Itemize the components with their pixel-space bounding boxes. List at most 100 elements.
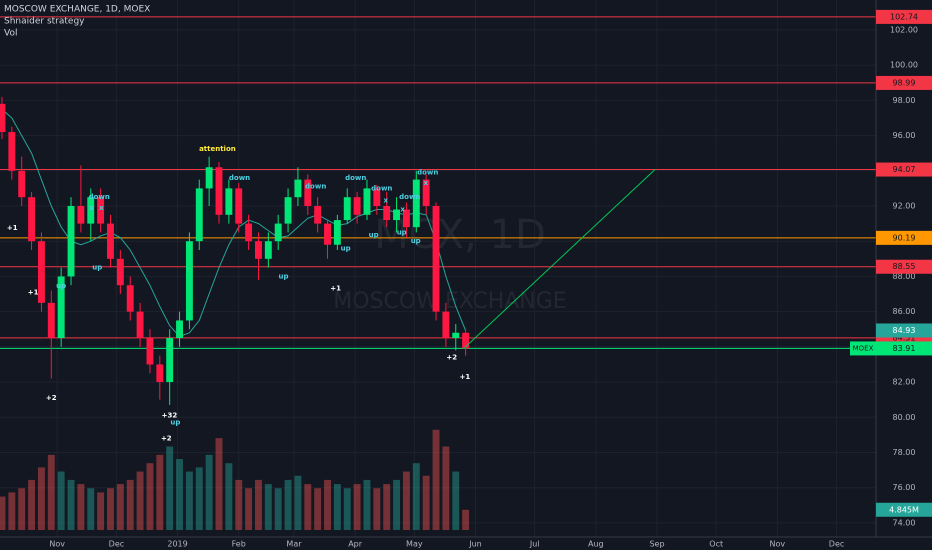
x-tick-label: Oct (709, 540, 723, 549)
volume-label: 4.845M (889, 505, 919, 514)
volume-bar (324, 479, 331, 530)
annotation: up (341, 244, 351, 252)
level-label: 102.74 (890, 12, 918, 21)
level-label-box (876, 230, 932, 245)
y-tick-label: 78.00 (893, 448, 916, 457)
y-tick-label: 88.00 (893, 272, 916, 281)
level-label: 98.99 (893, 78, 916, 87)
y-tick-label: 82.00 (893, 378, 916, 387)
level-label: 84.51 (893, 333, 916, 342)
candle-body (235, 188, 243, 224)
volume-bar (225, 463, 233, 530)
volume-bar (245, 488, 253, 530)
volume-bar (37, 467, 45, 530)
annotation: up (92, 264, 102, 272)
y-tick-label: 102.00 (890, 25, 918, 34)
y-tick-label: 98.00 (893, 96, 916, 105)
candle-body (146, 338, 154, 365)
volume-bar (284, 479, 292, 530)
annotation: +32 (162, 412, 178, 420)
volume-bar (412, 463, 420, 530)
candle-body (284, 197, 292, 224)
ma-label: 84.93 (893, 326, 916, 335)
level-label-box (876, 75, 932, 90)
candle-body (57, 276, 65, 339)
level-label: 94.07 (893, 165, 916, 174)
volume-bar (57, 471, 65, 530)
volume-bar (373, 488, 381, 530)
x-tick-label: Mar (286, 540, 302, 549)
volume-bar (442, 446, 450, 530)
volume-bar (195, 467, 203, 530)
candle-body (274, 223, 282, 242)
x-tick-label: Nov (49, 540, 65, 549)
candle-body (343, 197, 351, 221)
level-label-box (876, 341, 932, 356)
annotation: down (229, 174, 250, 182)
candle-body (47, 302, 55, 339)
x-tick-label: Dec (829, 540, 844, 549)
annotation: up (279, 272, 289, 280)
annotation: x (424, 179, 429, 187)
trend-line (463, 169, 656, 349)
annotation: up (369, 231, 379, 239)
annotation: x (383, 197, 388, 205)
level-label: 83.91 (893, 344, 916, 353)
annotation: x (400, 206, 405, 214)
level-label-box (876, 9, 932, 24)
volume-bar (383, 484, 391, 530)
watermark: MOSCOW EXCHANGE (333, 289, 566, 314)
annotation: x (89, 204, 94, 212)
annotation: +2 (446, 353, 457, 361)
volume-bar (185, 471, 193, 530)
x-tick-label: Nov (770, 540, 786, 549)
candle-body (264, 241, 272, 259)
candle-body (18, 170, 26, 198)
volume-bar (462, 509, 470, 530)
volume-bar (87, 488, 95, 530)
annotation: down (305, 183, 326, 191)
candle-body (314, 205, 322, 224)
volume-bar (18, 488, 26, 530)
candle-body (107, 223, 114, 259)
volume-bar (304, 484, 312, 530)
y-tick-label: 80.00 (893, 413, 916, 422)
annotation: down (89, 193, 110, 201)
volume-bar (166, 446, 174, 530)
candle-body (126, 285, 134, 312)
candle-body (0, 103, 6, 133)
annotation: up (170, 419, 180, 427)
level-label: 88.55 (893, 262, 916, 271)
candle-body (166, 338, 174, 383)
volume-bar (97, 492, 105, 530)
volume-bar (107, 488, 114, 530)
volume-bar (452, 471, 460, 530)
volume-bar (28, 479, 36, 530)
annotation: +1 (459, 373, 470, 381)
volume-bar (67, 479, 75, 530)
annotation: +1 (330, 285, 341, 293)
candle-body (37, 241, 45, 303)
y-tick-label: 92.00 (893, 201, 916, 210)
candle-body (393, 209, 401, 221)
volume-bar (136, 471, 144, 530)
candle-body (225, 188, 233, 215)
chart-title: MOSCOW EXCHANGE, 1D, MOEX (4, 5, 150, 15)
candle-body (333, 220, 341, 245)
candle-body (28, 197, 36, 242)
candle-body (452, 332, 460, 339)
candle-body (363, 188, 371, 215)
volume-bar (126, 479, 134, 530)
x-tick-label: Aug (588, 540, 604, 549)
candle-body (304, 179, 312, 206)
volume-bar (255, 479, 262, 530)
volume-bar (47, 454, 55, 530)
annotation: +2 (46, 394, 57, 402)
candle-body (255, 241, 262, 259)
annotation: +1 (28, 288, 39, 296)
x-tick-label: Apr (348, 540, 363, 549)
symbol-box (850, 341, 876, 356)
x-tick-label: Sep (649, 540, 664, 549)
